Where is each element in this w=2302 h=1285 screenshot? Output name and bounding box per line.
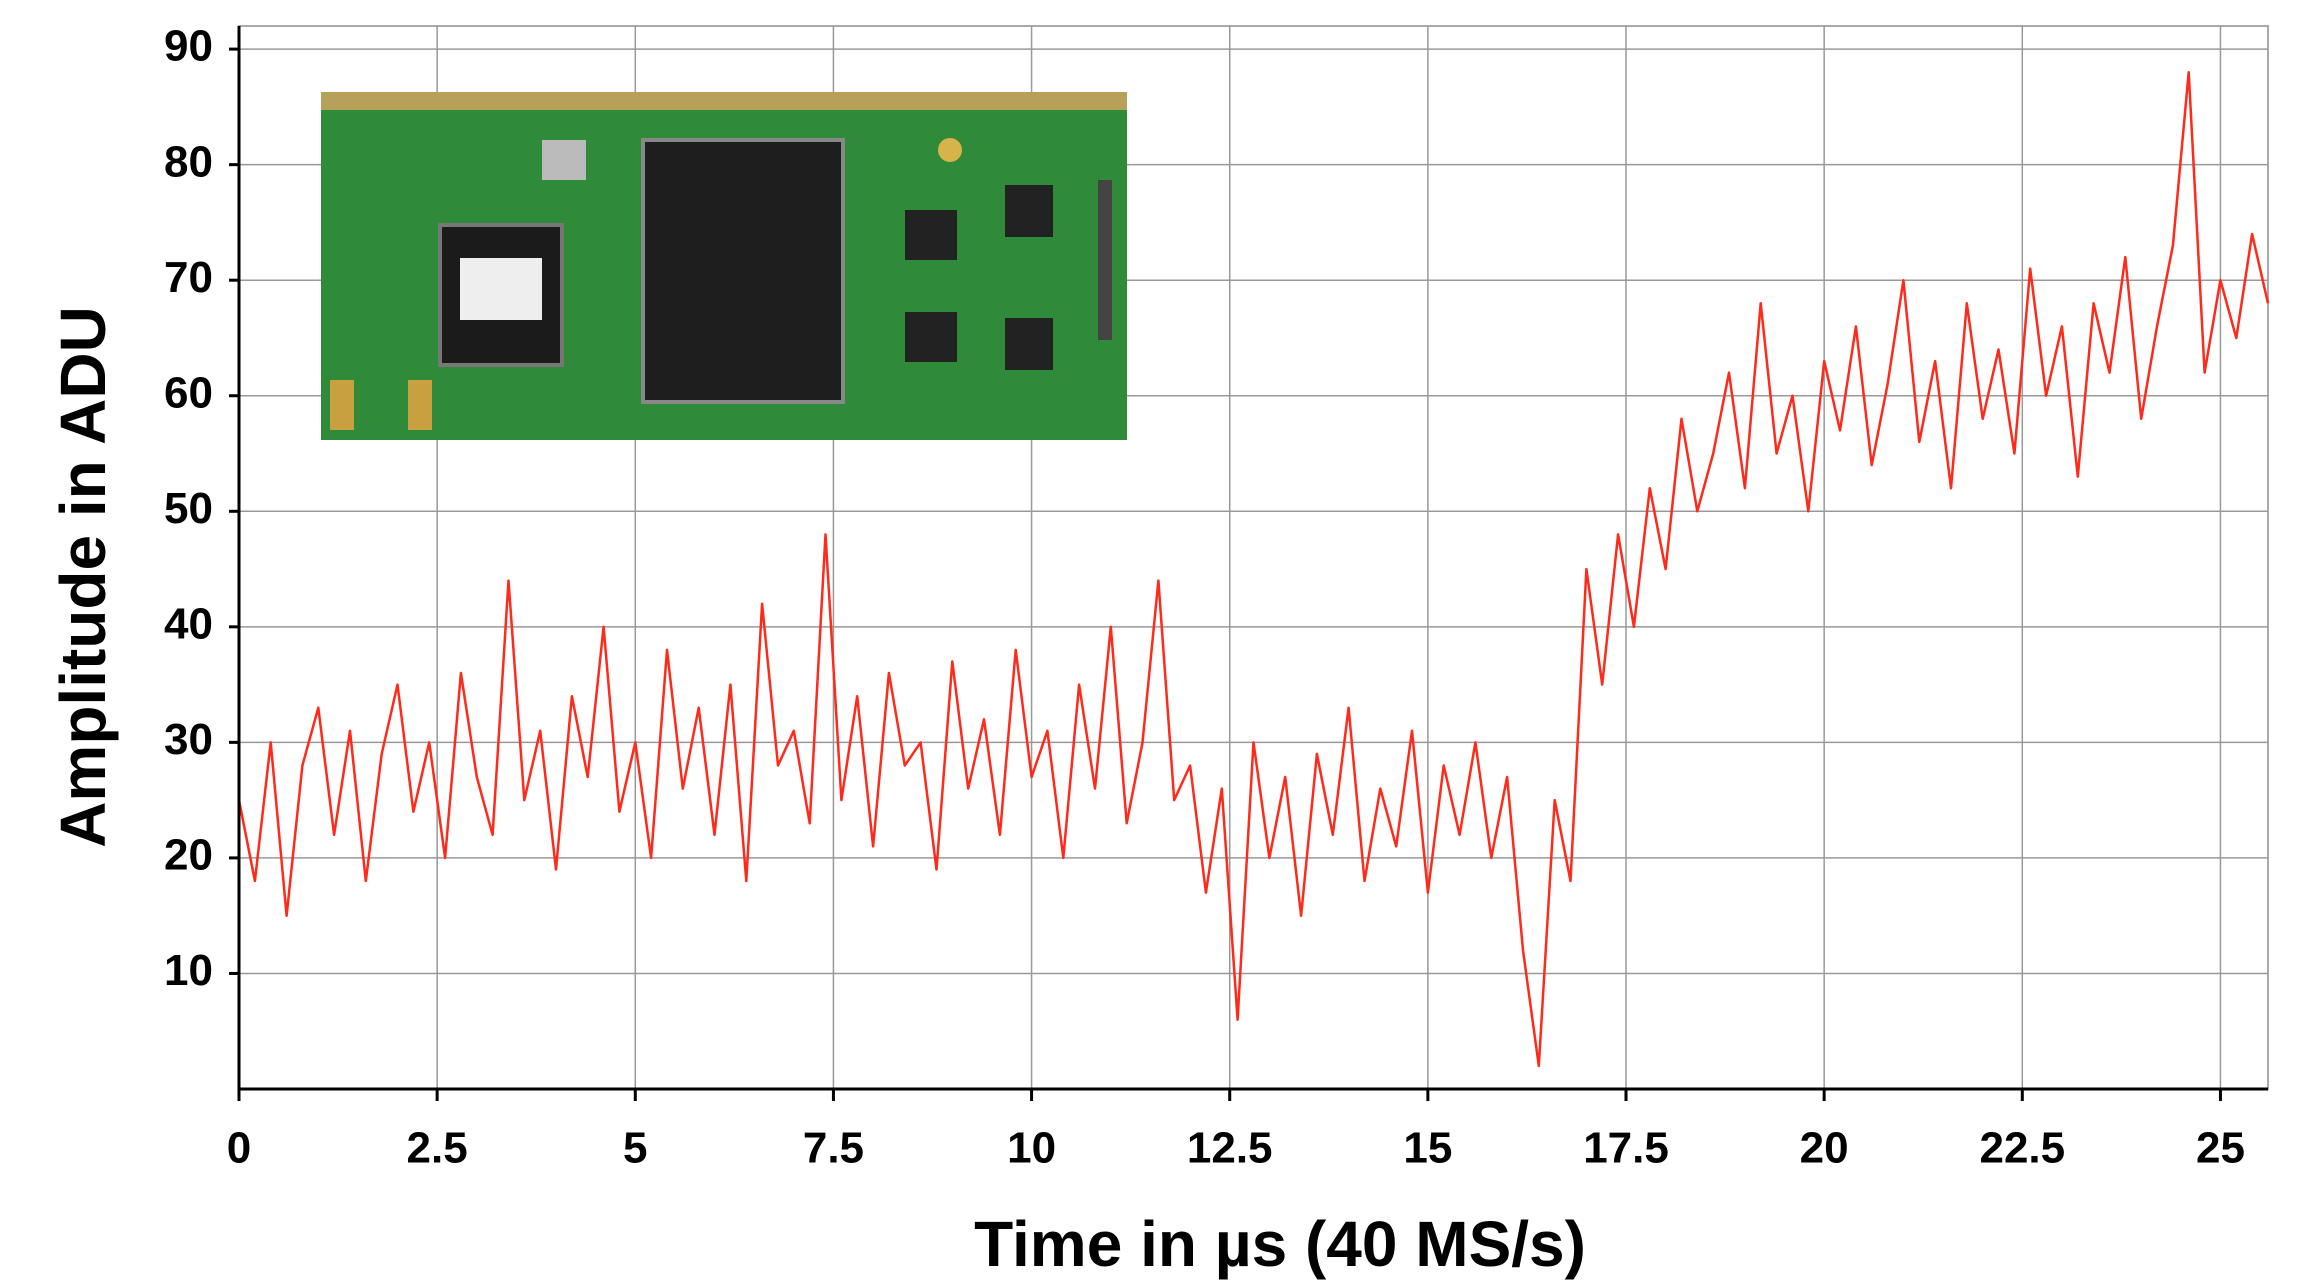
pcb-hole: [938, 138, 962, 162]
pcb-ic: [1005, 185, 1053, 237]
x-tick-label: 7.5: [803, 1124, 864, 1173]
pcb-capacitor: [330, 380, 354, 430]
pcb-edge: [321, 92, 1127, 110]
pcb-capacitor: [408, 380, 432, 430]
pcb-label: [460, 258, 542, 320]
x-tick-label: 25: [2196, 1124, 2245, 1173]
x-tick-label: 5: [623, 1124, 647, 1173]
pcb-ic: [905, 312, 957, 362]
x-tick-label: 12.5: [1187, 1124, 1273, 1173]
x-tick-label: 22.5: [1979, 1124, 2065, 1173]
pcb-photo: [321, 92, 1127, 440]
y-tick-label: 20: [164, 831, 213, 880]
y-axis-title: Amplitude in ADU: [47, 306, 119, 848]
y-tick-label: 60: [164, 368, 213, 417]
y-tick-label: 10: [164, 946, 213, 995]
x-tick-label: 17.5: [1583, 1124, 1669, 1173]
x-tick-label: 15: [1403, 1124, 1452, 1173]
x-tick-label: 10: [1007, 1124, 1056, 1173]
pcb-connector: [1098, 180, 1112, 340]
pcb-crystal: [542, 140, 586, 180]
y-tick-label: 90: [164, 22, 213, 71]
pcb-ic: [1005, 318, 1053, 370]
x-tick-label: 2.5: [407, 1124, 468, 1173]
pcb-ic: [905, 210, 957, 260]
y-tick-label: 50: [164, 484, 213, 533]
x-tick-label: 20: [1800, 1124, 1849, 1173]
x-axis-title: Time in µs (40 MS/s): [974, 1208, 1586, 1280]
lines: [237, 70, 2270, 1068]
data-line: [237, 70, 2270, 1068]
y-tick-label: 80: [164, 137, 213, 186]
y-tick-label: 70: [164, 253, 213, 302]
y-tick-label: 40: [164, 599, 213, 648]
y-tick-label: 30: [164, 715, 213, 764]
x-tick-label: 0: [227, 1124, 251, 1173]
pcb-fpga: [641, 138, 845, 404]
